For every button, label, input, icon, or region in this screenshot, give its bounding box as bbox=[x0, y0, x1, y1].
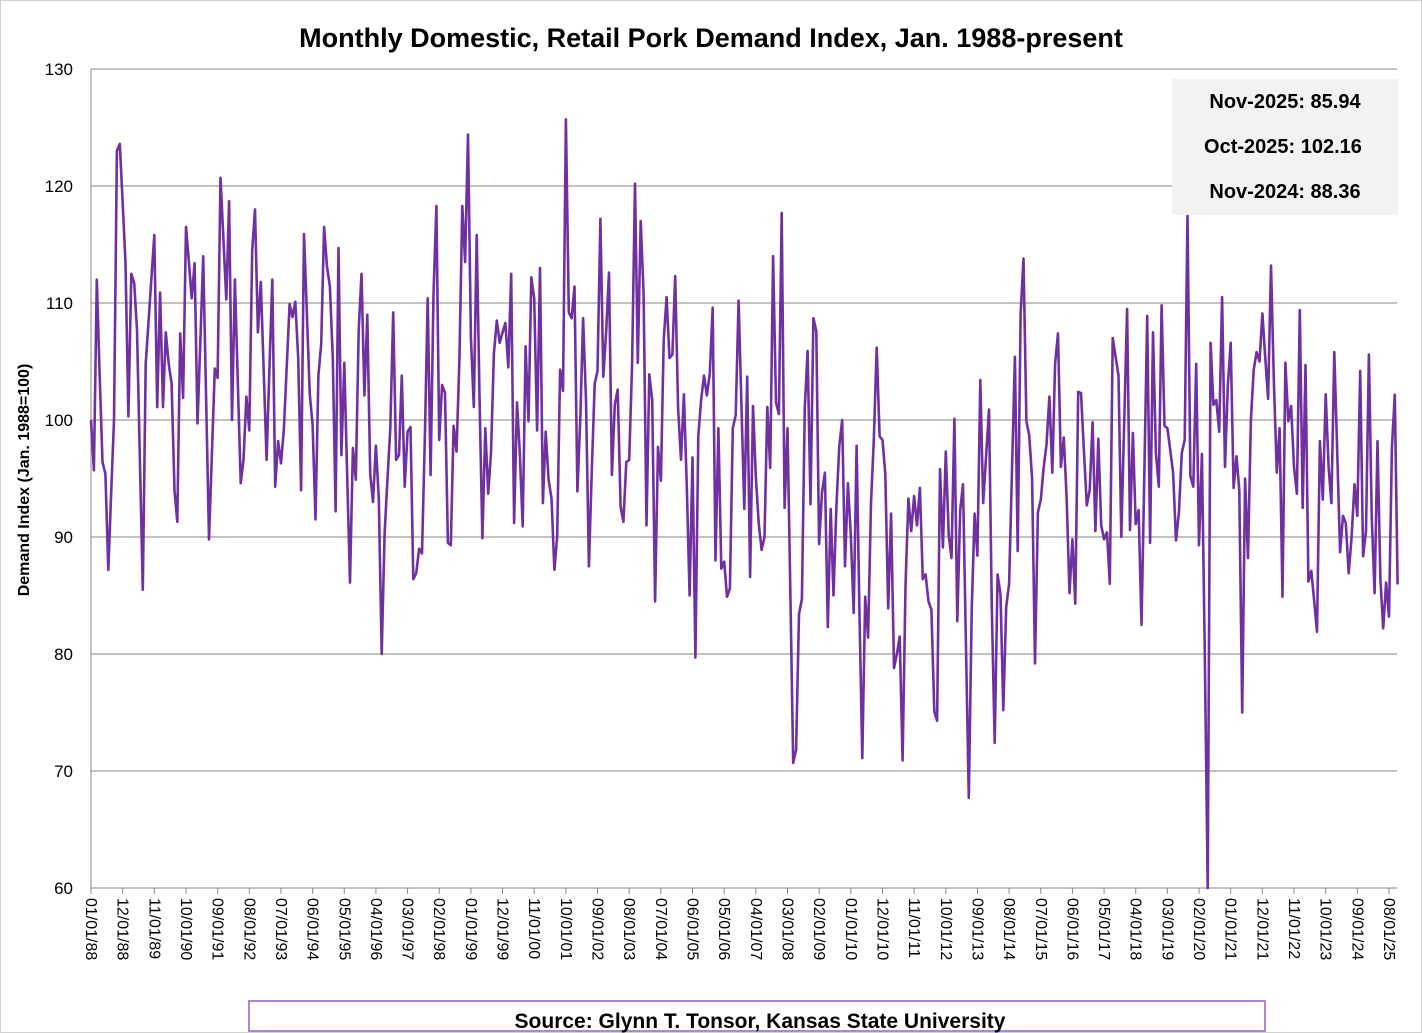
x-tick-label: 11/01/00 bbox=[525, 898, 542, 959]
x-tick-label: 03/01/08 bbox=[778, 898, 795, 960]
x-tick-label: 07/01/15 bbox=[1032, 898, 1049, 960]
x-tick-label: 01/01/21 bbox=[1222, 898, 1239, 960]
x-tick-label: 02/01/20 bbox=[1190, 898, 1207, 960]
x-tick-label: 03/01/19 bbox=[1158, 898, 1175, 960]
x-tick-label: 05/01/17 bbox=[1095, 898, 1112, 960]
x-tick-label: 07/01/04 bbox=[652, 898, 669, 960]
series-layer bbox=[89, 118, 1399, 890]
x-tick-label: 08/01/25 bbox=[1380, 898, 1397, 960]
x-tick-label: 10/01/90 bbox=[177, 898, 194, 960]
x-tick-label: 08/01/92 bbox=[240, 898, 257, 960]
x-tick-label: 01/01/99 bbox=[462, 898, 479, 960]
x-tick-label: 06/01/05 bbox=[684, 898, 701, 960]
x-tick-label: 12/01/99 bbox=[494, 898, 511, 960]
x-tick-label: 11/01/11 bbox=[905, 898, 922, 958]
y-tick-labels: 60 70 80 90 100 110 120 130 bbox=[45, 60, 73, 898]
x-tick-label: 10/01/12 bbox=[937, 898, 954, 960]
x-tick-label: 05/01/95 bbox=[335, 898, 352, 960]
x-tick-label: 02/01/09 bbox=[810, 898, 827, 960]
y-tick-label: 90 bbox=[54, 528, 73, 547]
chart-title: Monthly Domestic, Retail Pork Demand Ind… bbox=[299, 23, 1123, 53]
x-tick-label: 11/01/22 bbox=[1285, 898, 1302, 959]
x-tick-label: 12/01/10 bbox=[873, 898, 890, 960]
y-tick-label: 60 bbox=[54, 879, 73, 898]
x-tick-label: 12/01/21 bbox=[1253, 898, 1270, 960]
gridlines bbox=[90, 68, 1397, 889]
y-axis-label: Demand Index (Jan. 1988=100) bbox=[16, 364, 33, 597]
x-tick-label: 02/01/98 bbox=[430, 898, 447, 960]
x-tick-label: 03/01/97 bbox=[399, 898, 416, 960]
x-tick-label: 08/01/14 bbox=[1000, 898, 1017, 960]
y-tick-label: 80 bbox=[54, 645, 73, 664]
series-line bbox=[89, 118, 1399, 890]
x-tick-label: 09/01/02 bbox=[589, 898, 606, 960]
x-tick-label: 10/01/23 bbox=[1317, 898, 1334, 960]
y-tick-label: 130 bbox=[45, 60, 73, 79]
source-text: Source: Glynn T. Tonsor, Kansas State Un… bbox=[515, 1010, 1006, 1033]
x-tick-label: 12/01/88 bbox=[114, 898, 131, 960]
x-tick-label: 09/01/91 bbox=[209, 898, 226, 960]
annotation-previous-month: Oct-2025: 102.16 bbox=[1204, 136, 1362, 158]
x-tick-label: 01/01/88 bbox=[82, 898, 99, 960]
x-tick-label: 10/01/01 bbox=[557, 898, 574, 960]
y-tick-label: 120 bbox=[45, 177, 73, 196]
x-tick-label: 11/01/89 bbox=[145, 898, 162, 959]
annotation-latest: Nov-2025: 85.94 bbox=[1209, 91, 1361, 113]
y-tick-label: 100 bbox=[45, 411, 73, 430]
y-tick-label: 110 bbox=[46, 294, 73, 313]
x-tick-labels: 01/01/88 12/01/88 11/01/89 10/01/90 09/01/91… bbox=[82, 888, 1397, 960]
x-tick-label: 09/01/13 bbox=[968, 898, 985, 960]
x-tick-label: 06/01/16 bbox=[1063, 898, 1080, 960]
annotation-previous-year: Nov-2024: 88.36 bbox=[1209, 181, 1360, 203]
y-tick-label: 70 bbox=[54, 762, 73, 781]
x-tick-label: 04/01/96 bbox=[367, 898, 384, 960]
x-tick-label: 08/01/03 bbox=[620, 898, 637, 960]
x-tick-label: 04/01/18 bbox=[1127, 898, 1144, 960]
x-tick-label: 09/01/24 bbox=[1348, 898, 1365, 960]
annotation-background bbox=[1172, 79, 1398, 215]
x-tick-label: 04/01/07 bbox=[747, 898, 764, 960]
source-border bbox=[248, 1000, 1266, 1032]
x-tick-label: 07/01/93 bbox=[272, 898, 289, 960]
x-tick-label: 06/01/94 bbox=[304, 898, 321, 960]
x-tick-label: 01/01/10 bbox=[842, 898, 859, 960]
x-tick-label: 05/01/06 bbox=[715, 898, 732, 960]
annotation-box: Nov-2025: 85.94 Oct-2025: 102.16 Nov-202… bbox=[1172, 79, 1398, 215]
source-box: Source: Glynn T. Tonsor, Kansas State Un… bbox=[248, 1000, 1266, 1033]
